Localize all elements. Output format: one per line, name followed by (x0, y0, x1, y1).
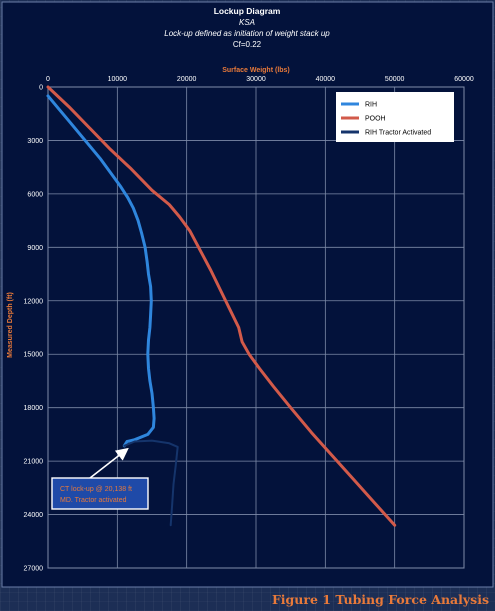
figure-caption: Figure 1 Tubing Force Analysis (271, 592, 489, 607)
x-tick-label: 0 (46, 76, 50, 83)
y-tick-label: 24000 (24, 512, 44, 519)
x-tick-label: 30000 (246, 76, 266, 83)
legend-label-pooh: POOH (365, 116, 386, 123)
chart-subtitle-2: Lock-up defined as initiation of weight … (164, 29, 330, 38)
y-tick-label: 0 (39, 85, 43, 92)
x-axis-label: Surface Weight (lbs) (222, 67, 290, 74)
y-tick-label: 9000 (27, 245, 43, 252)
chart-subtitle-3: Cf=0.22 (233, 40, 262, 49)
chart: 0 10000 20000 30000 40000 50000 60000 0 3000 6000… (1, 1, 494, 588)
y-tick-label: 3000 (27, 138, 43, 145)
legend-label-tractor: RIH Tractor Activated (365, 130, 431, 137)
annotation-line-1: CT lock-up @ 20,138 ft (60, 486, 132, 493)
y-tick-label: 15000 (24, 352, 44, 359)
y-tick-label: 18000 (24, 405, 44, 412)
legend-label-rih: RIH (365, 102, 377, 109)
annotation-line-2: MD. Tractor activated (60, 497, 127, 504)
x-tick-label: 40000 (316, 76, 336, 83)
series-line-rih-tractor-activated (123, 439, 179, 527)
series-line-rih (46, 94, 156, 448)
x-tick-label: 60000 (454, 76, 474, 83)
y-axis-label: Measured Depth (ft) (7, 292, 14, 358)
grid (47, 86, 465, 569)
series-line-pooh (46, 85, 397, 527)
y-tick-label: 6000 (27, 191, 43, 198)
series-layer (46, 85, 397, 527)
chart-subtitle-1: KSA (239, 18, 255, 27)
x-tick-label: 50000 (385, 76, 405, 83)
chart-title: Lockup Diagram (214, 6, 281, 16)
annotation-box (51, 477, 149, 510)
y-tick-label: 12000 (24, 298, 44, 305)
y-tick-label: 21000 (24, 459, 44, 466)
legend: RIH POOH RIH Tractor Activated (336, 92, 454, 142)
y-tick-label: 27000 (24, 566, 44, 573)
tick-labels: 0 10000 20000 30000 40000 50000 60000 0 3000 6000… (24, 76, 474, 573)
annotation-arrow (89, 447, 129, 479)
x-tick-label: 10000 (108, 76, 128, 83)
x-tick-label: 20000 (177, 76, 197, 83)
